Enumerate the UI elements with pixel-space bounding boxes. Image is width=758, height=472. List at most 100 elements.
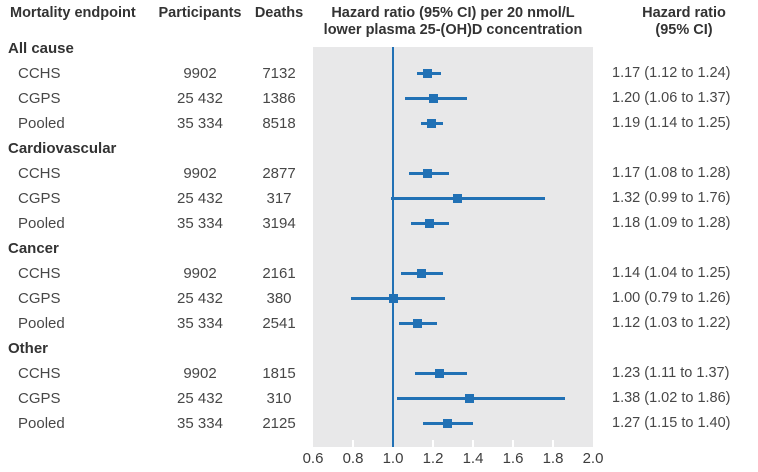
plot-area xyxy=(313,47,593,447)
participants-value: 25 432 xyxy=(177,290,223,307)
hazard-ratio-text: 1.38 (1.02 to 1.86) xyxy=(612,390,731,406)
point-estimate-marker xyxy=(422,69,432,78)
hazard-ratio-text: 1.27 (1.15 to 1.40) xyxy=(612,415,731,431)
hazard-axis-header-line1: Hazard ratio (95% CI) per 20 nmol/L xyxy=(331,5,575,21)
hazard-ratio-text: 1.23 (1.11 to 1.37) xyxy=(612,365,730,381)
x-axis-tick-label: 1.0 xyxy=(382,450,404,467)
endpoint-group-row: Cancer xyxy=(0,236,758,261)
row-label: CGPS xyxy=(18,390,61,407)
hazard-ratio-text: 1.32 (0.99 to 1.76) xyxy=(612,190,731,206)
hazard-ratio-text: 1.20 (1.06 to 1.37) xyxy=(612,90,731,106)
x-axis-tick-label: 0.8 xyxy=(342,450,364,467)
hazard-ratio-text: 1.12 (1.03 to 1.22) xyxy=(612,315,731,331)
x-axis-tick-label: 2.0 xyxy=(582,450,604,467)
point-estimate-marker xyxy=(434,369,444,378)
point-estimate-marker xyxy=(416,269,426,278)
row-label: Other xyxy=(8,340,49,357)
participants-value: 9902 xyxy=(183,165,217,182)
study-row: Pooled 35 334 2541 1.12 (1.03 to 1.22) xyxy=(0,311,758,336)
row-label: Cancer xyxy=(8,240,59,257)
x-axis-tick-mark xyxy=(552,440,554,447)
x-axis-tick-label: 1.4 xyxy=(462,450,484,467)
row-label: Pooled xyxy=(18,215,65,232)
participants-value: 35 334 xyxy=(177,315,223,332)
deaths-value: 3194 xyxy=(262,215,296,232)
x-axis-tick-mark xyxy=(512,440,514,447)
x-axis-tick-label: 1.8 xyxy=(542,450,564,467)
deaths-value: 1815 xyxy=(262,365,296,382)
row-label: CGPS xyxy=(18,90,61,107)
row-label: CCHS xyxy=(18,265,61,282)
deaths-value: 380 xyxy=(266,290,292,307)
column-header-participants: Participants xyxy=(158,5,242,21)
point-estimate-marker xyxy=(412,319,422,328)
point-estimate-marker xyxy=(442,419,452,428)
point-estimate-marker xyxy=(426,119,436,128)
point-estimate-marker xyxy=(428,94,438,103)
study-row: CCHS 9902 1815 1.23 (1.11 to 1.37) xyxy=(0,361,758,386)
confidence-interval-bar xyxy=(397,397,565,400)
study-row: CCHS 9902 2877 1.17 (1.08 to 1.28) xyxy=(0,161,758,186)
row-label: CCHS xyxy=(18,365,61,382)
participants-value: 35 334 xyxy=(177,215,223,232)
participants-value: 9902 xyxy=(183,265,217,282)
deaths-value: 317 xyxy=(266,190,292,207)
row-label: Pooled xyxy=(18,415,65,432)
deaths-value: 2877 xyxy=(262,165,296,182)
reference-line xyxy=(392,47,394,447)
study-row: CCHS 9902 2161 1.14 (1.04 to 1.25) xyxy=(0,261,758,286)
deaths-value: 1386 xyxy=(262,90,296,107)
x-axis-tick-label: 1.2 xyxy=(422,450,444,467)
row-label: Pooled xyxy=(18,115,65,132)
hazard-ratio-text: 1.17 (1.12 to 1.24) xyxy=(612,65,731,81)
study-row: Pooled 35 334 8518 1.19 (1.14 to 1.25) xyxy=(0,111,758,136)
confidence-interval-bar xyxy=(351,297,445,300)
study-row: CCHS 9902 7132 1.17 (1.12 to 1.24) xyxy=(0,61,758,86)
row-label: CGPS xyxy=(18,290,61,307)
deaths-value: 2161 xyxy=(262,265,296,282)
point-estimate-marker xyxy=(464,394,474,403)
study-row: CGPS 25 432 310 1.38 (1.02 to 1.86) xyxy=(0,386,758,411)
row-label: Cardiovascular xyxy=(8,140,117,157)
participants-value: 35 334 xyxy=(177,115,223,132)
x-axis-tick-mark xyxy=(472,440,474,447)
endpoint-group-row: Cardiovascular xyxy=(0,136,758,161)
hazard-ratio-text: 1.18 (1.09 to 1.28) xyxy=(612,215,731,231)
deaths-value: 2125 xyxy=(262,415,296,432)
participants-value: 25 432 xyxy=(177,90,223,107)
hazard-axis-header-line2: lower plasma 25-(OH)D concentration xyxy=(323,22,583,38)
study-row: CGPS 25 432 1386 1.20 (1.06 to 1.37) xyxy=(0,86,758,111)
study-row: Pooled 35 334 2125 1.27 (1.15 to 1.40) xyxy=(0,411,758,436)
row-label: All cause xyxy=(8,40,74,57)
point-estimate-marker xyxy=(422,169,432,178)
x-axis-tick-mark xyxy=(352,440,354,447)
hazard-ratio-text: 1.14 (1.04 to 1.25) xyxy=(612,265,731,281)
column-header-hazard-axis: Hazard ratio (95% CI) per 20 nmol/L lowe… xyxy=(313,5,593,39)
deaths-value: 7132 xyxy=(262,65,296,82)
study-row: Pooled 35 334 3194 1.18 (1.09 to 1.28) xyxy=(0,211,758,236)
hazard-ratio-text: 1.19 (1.14 to 1.25) xyxy=(612,115,731,131)
x-axis-tick-label: 0.6 xyxy=(302,450,324,467)
point-estimate-marker xyxy=(388,294,398,303)
column-header-hazard-ratio: Hazard ratio (95% CI) xyxy=(610,5,758,39)
participants-value: 9902 xyxy=(183,65,217,82)
study-row: CGPS 25 432 380 1.00 (0.79 to 1.26) xyxy=(0,286,758,311)
endpoint-group-row: Other xyxy=(0,336,758,361)
x-axis-tick-label: 1.6 xyxy=(502,450,524,467)
point-estimate-marker xyxy=(424,219,434,228)
deaths-value: 310 xyxy=(266,390,292,407)
participants-value: 9902 xyxy=(183,365,217,382)
deaths-value: 8518 xyxy=(262,115,296,132)
participants-value: 35 334 xyxy=(177,415,223,432)
hazard-ratio-text: 1.17 (1.08 to 1.28) xyxy=(612,165,731,181)
deaths-value: 2541 xyxy=(262,315,296,332)
x-axis-tick-mark xyxy=(432,440,434,447)
confidence-interval-bar xyxy=(391,197,545,200)
endpoint-group-row: All cause xyxy=(0,36,758,61)
participants-value: 25 432 xyxy=(177,390,223,407)
row-label: CCHS xyxy=(18,65,61,82)
column-header-endpoint: Mortality endpoint xyxy=(10,5,136,21)
row-label: CCHS xyxy=(18,165,61,182)
study-row: CGPS 25 432 317 1.32 (0.99 to 1.76) xyxy=(0,186,758,211)
